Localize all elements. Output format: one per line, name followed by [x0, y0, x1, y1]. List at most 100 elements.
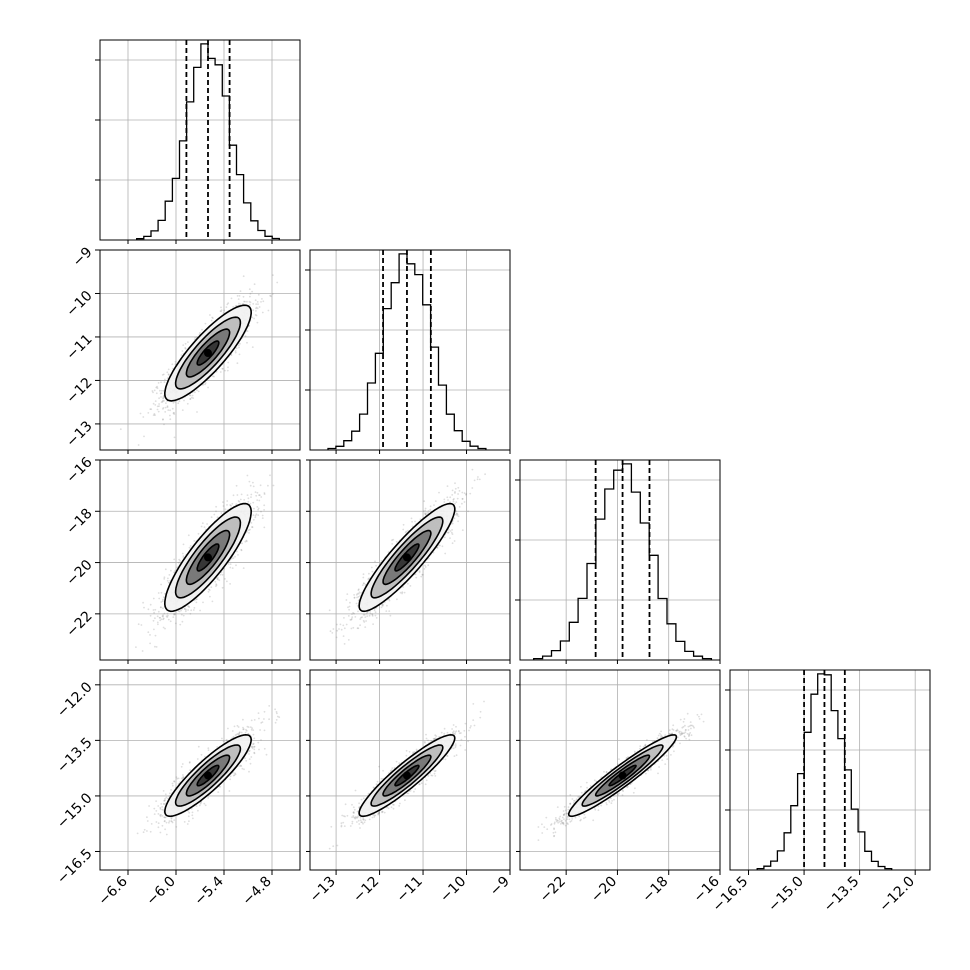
sample-point — [446, 485, 449, 487]
sample-point — [166, 377, 169, 379]
sample-point — [215, 583, 218, 585]
sample-point — [230, 354, 233, 357]
sample-point — [391, 539, 393, 542]
sample-point — [207, 590, 210, 593]
sample-point — [152, 391, 154, 394]
sample-point — [415, 576, 418, 579]
sample-point — [227, 563, 230, 565]
sample-point — [174, 569, 177, 572]
sample-point — [443, 498, 446, 501]
sample-point — [461, 529, 464, 531]
sample-point — [160, 396, 162, 398]
sample-point — [254, 491, 257, 493]
sample-point — [246, 494, 249, 496]
sample-point — [157, 382, 160, 384]
sample-point — [166, 371, 169, 374]
sample-point — [227, 361, 230, 364]
sample-point — [179, 560, 182, 562]
sample-point — [163, 423, 165, 426]
sample-point — [382, 604, 385, 606]
sample-point — [174, 622, 177, 625]
sample-point — [171, 407, 174, 410]
sample-point — [165, 615, 168, 617]
sample-point — [248, 480, 251, 483]
sample-point — [254, 314, 257, 316]
sample-point — [220, 309, 223, 311]
sample-point — [182, 555, 185, 557]
sample-point — [174, 400, 177, 403]
sample-point — [196, 411, 198, 413]
sample-point — [154, 634, 157, 637]
sample-point — [403, 591, 406, 594]
sample-point — [222, 312, 225, 314]
sample-point — [232, 494, 235, 497]
sample-point — [451, 489, 454, 492]
sample-point — [427, 510, 430, 512]
sample-point — [168, 374, 170, 376]
sample-point — [180, 354, 183, 356]
sample-point — [456, 513, 459, 516]
sample-point — [178, 400, 181, 403]
sample-point — [432, 551, 435, 554]
sample-point — [424, 566, 427, 568]
sample-point — [402, 523, 405, 526]
sample-point — [191, 394, 194, 397]
sample-point — [163, 576, 166, 579]
y-tick-label: −20 — [63, 557, 95, 589]
sample-point — [195, 598, 198, 601]
sample-point — [140, 624, 143, 626]
sample-point — [215, 505, 218, 508]
sample-point — [163, 612, 166, 615]
sample-point — [217, 577, 219, 579]
sample-point — [455, 510, 457, 512]
sample-point — [163, 578, 166, 580]
sample-point — [209, 314, 211, 316]
sample-point — [222, 367, 224, 370]
sample-point — [168, 574, 171, 576]
sample-point — [202, 601, 204, 604]
sample-point — [151, 390, 154, 392]
sample-point — [238, 302, 240, 305]
sample-point — [216, 516, 219, 519]
sample-point — [230, 297, 233, 300]
y-tick-label: −9 — [70, 244, 96, 270]
sample-point — [158, 403, 161, 405]
sample-point — [235, 347, 238, 350]
sample-point — [154, 645, 156, 648]
sample-point — [167, 368, 170, 371]
sample-point — [375, 617, 378, 619]
sample-point — [357, 627, 360, 630]
sample-point — [147, 412, 150, 414]
sample-point — [213, 513, 216, 516]
sample-point — [263, 526, 266, 529]
sample-point — [167, 581, 170, 584]
sample-point — [359, 624, 361, 627]
sample-point — [161, 615, 164, 617]
sample-point — [157, 592, 160, 594]
sample-point — [467, 510, 469, 513]
sample-point — [193, 338, 196, 341]
sample-point — [454, 482, 456, 485]
sample-point — [355, 602, 358, 605]
sample-point — [150, 408, 153, 411]
sample-point — [229, 563, 232, 565]
sample-point — [343, 627, 346, 630]
sample-point — [159, 392, 162, 395]
sample-point — [343, 643, 346, 645]
sample-point — [173, 571, 176, 574]
sample-point — [154, 400, 157, 402]
sample-point — [270, 295, 272, 298]
sample-point — [262, 300, 265, 303]
sample-point — [154, 608, 157, 611]
sample-point — [160, 606, 162, 609]
sample-point — [209, 595, 211, 598]
sample-point — [478, 478, 481, 481]
sample-point — [256, 506, 259, 508]
sample-point — [226, 580, 228, 583]
sample-point — [449, 501, 451, 503]
sample-point — [194, 391, 196, 394]
sample-point — [476, 478, 479, 481]
sample-point — [451, 522, 454, 525]
sample-point — [402, 586, 404, 588]
sample-point — [166, 579, 169, 582]
